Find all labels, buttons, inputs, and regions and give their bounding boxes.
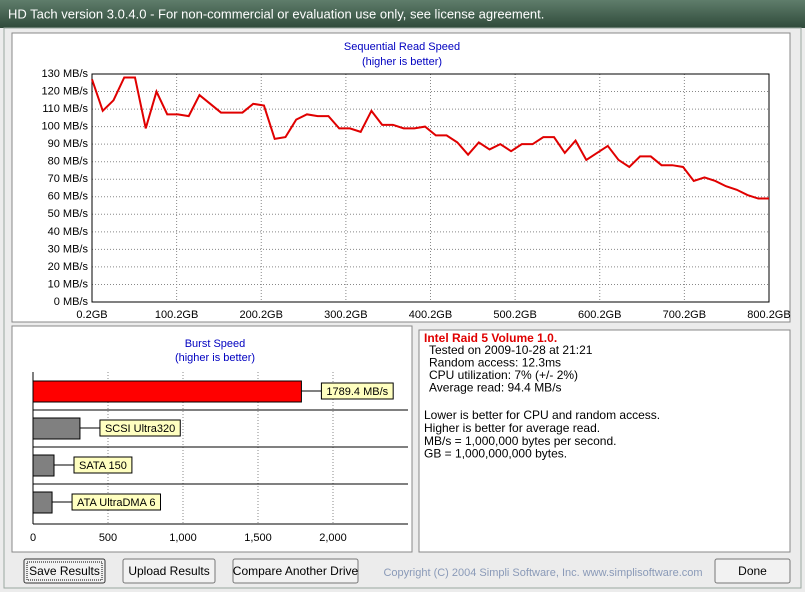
x-tick-label: 400.2GB [409, 309, 452, 321]
y-tick-label: 80 MB/s [48, 156, 89, 168]
y-tick-label: 10 MB/s [48, 278, 89, 290]
result-line: Random access: 12.3ms [429, 356, 561, 370]
x-tick-label: 300.2GB [324, 309, 367, 321]
x-tick-label: 0 [30, 532, 36, 544]
y-tick-label: 30 MB/s [48, 243, 89, 255]
window-title: HD Tach version 3.0.4.0 - For non-commer… [8, 6, 544, 21]
bar-label: SATA 150 [73, 456, 133, 474]
button-face [232, 558, 359, 584]
x-tick-label: 200.2GB [240, 309, 283, 321]
bar-label-text: 1789.4 MB/s [326, 386, 388, 398]
button-label: Upload Results [128, 564, 209, 578]
x-tick-label: 0.2GB [76, 309, 107, 321]
read-line [91, 76, 769, 200]
plot-frame [91, 73, 770, 303]
button-face [23, 558, 106, 584]
note-line: Lower is better for CPU and random acces… [424, 408, 660, 422]
button-face [122, 558, 216, 584]
bar [32, 454, 55, 477]
bar [32, 380, 302, 403]
button-label: Compare Another Drive [233, 564, 359, 578]
bar [32, 491, 53, 514]
x-tick-label: 1,500 [244, 532, 272, 544]
bar-label: SCSI Ultra320 [99, 419, 181, 437]
result-line: CPU utilization: 7% (+/- 2%) [429, 368, 578, 382]
title-bar [0, 0, 805, 28]
x-tick-label: 1,000 [169, 532, 197, 544]
y-tick-label: 100 MB/s [42, 121, 89, 133]
button[interactable]: Done [714, 558, 791, 584]
read-panel [11, 32, 791, 323]
burst-title: Burst Speed [185, 338, 246, 350]
note-line: Higher is better for average read. [424, 421, 600, 435]
y-tick-label: 0 MB/s [54, 296, 89, 308]
info-panel [418, 329, 791, 553]
x-tick-label: 2,000 [319, 532, 347, 544]
y-tick-label: 70 MB/s [48, 173, 89, 185]
y-tick-label: 120 MB/s [42, 85, 89, 97]
note-line: MB/s = 1,000,000 bytes per second. [424, 434, 616, 448]
read-subtitle: (higher is better) [362, 56, 442, 68]
y-tick-label: 110 MB/s [42, 103, 88, 115]
x-tick-label: 600.2GB [578, 309, 621, 321]
info-title: Intel Raid 5 Volume 1.0. [424, 331, 557, 345]
y-tick-label: 90 MB/s [48, 138, 89, 150]
burst-subtitle: (higher is better) [175, 352, 255, 364]
y-tick-label: 60 MB/s [48, 191, 89, 203]
copyright: Copyright (C) 2004 Simpli Software, Inc.… [383, 567, 702, 579]
bar-label-text: SATA 150 [79, 460, 127, 472]
y-tick-label: 40 MB/s [48, 226, 89, 238]
button-label: Done [738, 564, 767, 578]
note-line: GB = 1,000,000,000 bytes. [424, 447, 567, 461]
focus-ring [26, 561, 103, 581]
x-tick-label: 800.2GB [747, 309, 790, 321]
bar-label-text: SCSI Ultra320 [105, 423, 175, 435]
button-label: Save Results [29, 564, 100, 578]
y-tick-label: 20 MB/s [48, 261, 89, 273]
charts: 0 MB/s 10 MB/s 20 MB/s 30 MB/s 40 MB/s 50 MB/… [23, 68, 791, 584]
bar-label-text: ATA UltraDMA 6 [77, 497, 155, 509]
button[interactable]: Compare Another Drive [232, 558, 359, 584]
x-tick-label: 500.2GB [493, 309, 536, 321]
y-tick-label: 130 MB/s [42, 68, 89, 80]
bar [32, 417, 81, 440]
button[interactable]: Save Results [23, 558, 106, 584]
result-line: Tested on 2009-10-28 at 21:21 [429, 343, 593, 357]
y-tick-label: 50 MB/s [48, 208, 89, 220]
bar-label: ATA UltraDMA 6 [71, 493, 162, 511]
result-line: Average read: 94.4 MB/s [429, 381, 562, 395]
x-tick-label: 100.2GB [155, 309, 198, 321]
x-tick-label: 500 [99, 532, 117, 544]
x-tick-label: 700.2GB [663, 309, 706, 321]
button-face [714, 558, 791, 584]
read-title: Sequential Read Speed [344, 41, 460, 53]
bar-label: 1789.4 MB/s [320, 382, 394, 400]
button[interactable]: Upload Results [122, 558, 216, 584]
